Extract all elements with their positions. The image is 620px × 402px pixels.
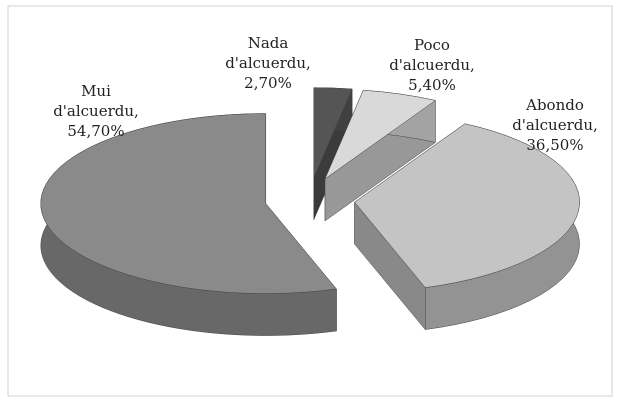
data-label: Poco d'alcuerdu, 5,40% <box>389 36 475 94</box>
slice <box>40 113 337 294</box>
data-label: Nada d'alcuerdu, 2,70% <box>225 34 311 92</box>
category-label: Abondo d'alcuerdu, <box>512 96 598 134</box>
label-line: Poco <box>414 36 450 54</box>
label-line: d'alcuerdu, <box>225 54 311 72</box>
slice <box>313 87 353 178</box>
label-line: d'alcuerdu, <box>53 102 139 120</box>
data-label: Abondo d'alcuerdu, 36,50% <box>512 96 598 154</box>
data-label: Mui d'alcuerdu, 54,70% <box>53 82 139 140</box>
value-label: 54,70% <box>67 122 124 140</box>
label-line: d'alcuerdu, <box>512 116 598 134</box>
category-label: Nada d'alcuerdu, <box>225 34 311 72</box>
slice <box>354 123 580 288</box>
value-label: 5,40% <box>408 76 456 94</box>
label-line: d'alcuerdu, <box>389 56 475 74</box>
category-label: Poco d'alcuerdu, <box>389 36 475 74</box>
value-label: 36,50% <box>526 136 583 154</box>
slice <box>324 89 436 180</box>
label-line: Abondo <box>525 96 584 114</box>
value-label: 2,70% <box>244 74 292 92</box>
label-line: Nada <box>248 34 289 52</box>
label-line: Mui <box>81 82 111 100</box>
category-label: Mui d'alcuerdu, <box>53 82 139 120</box>
